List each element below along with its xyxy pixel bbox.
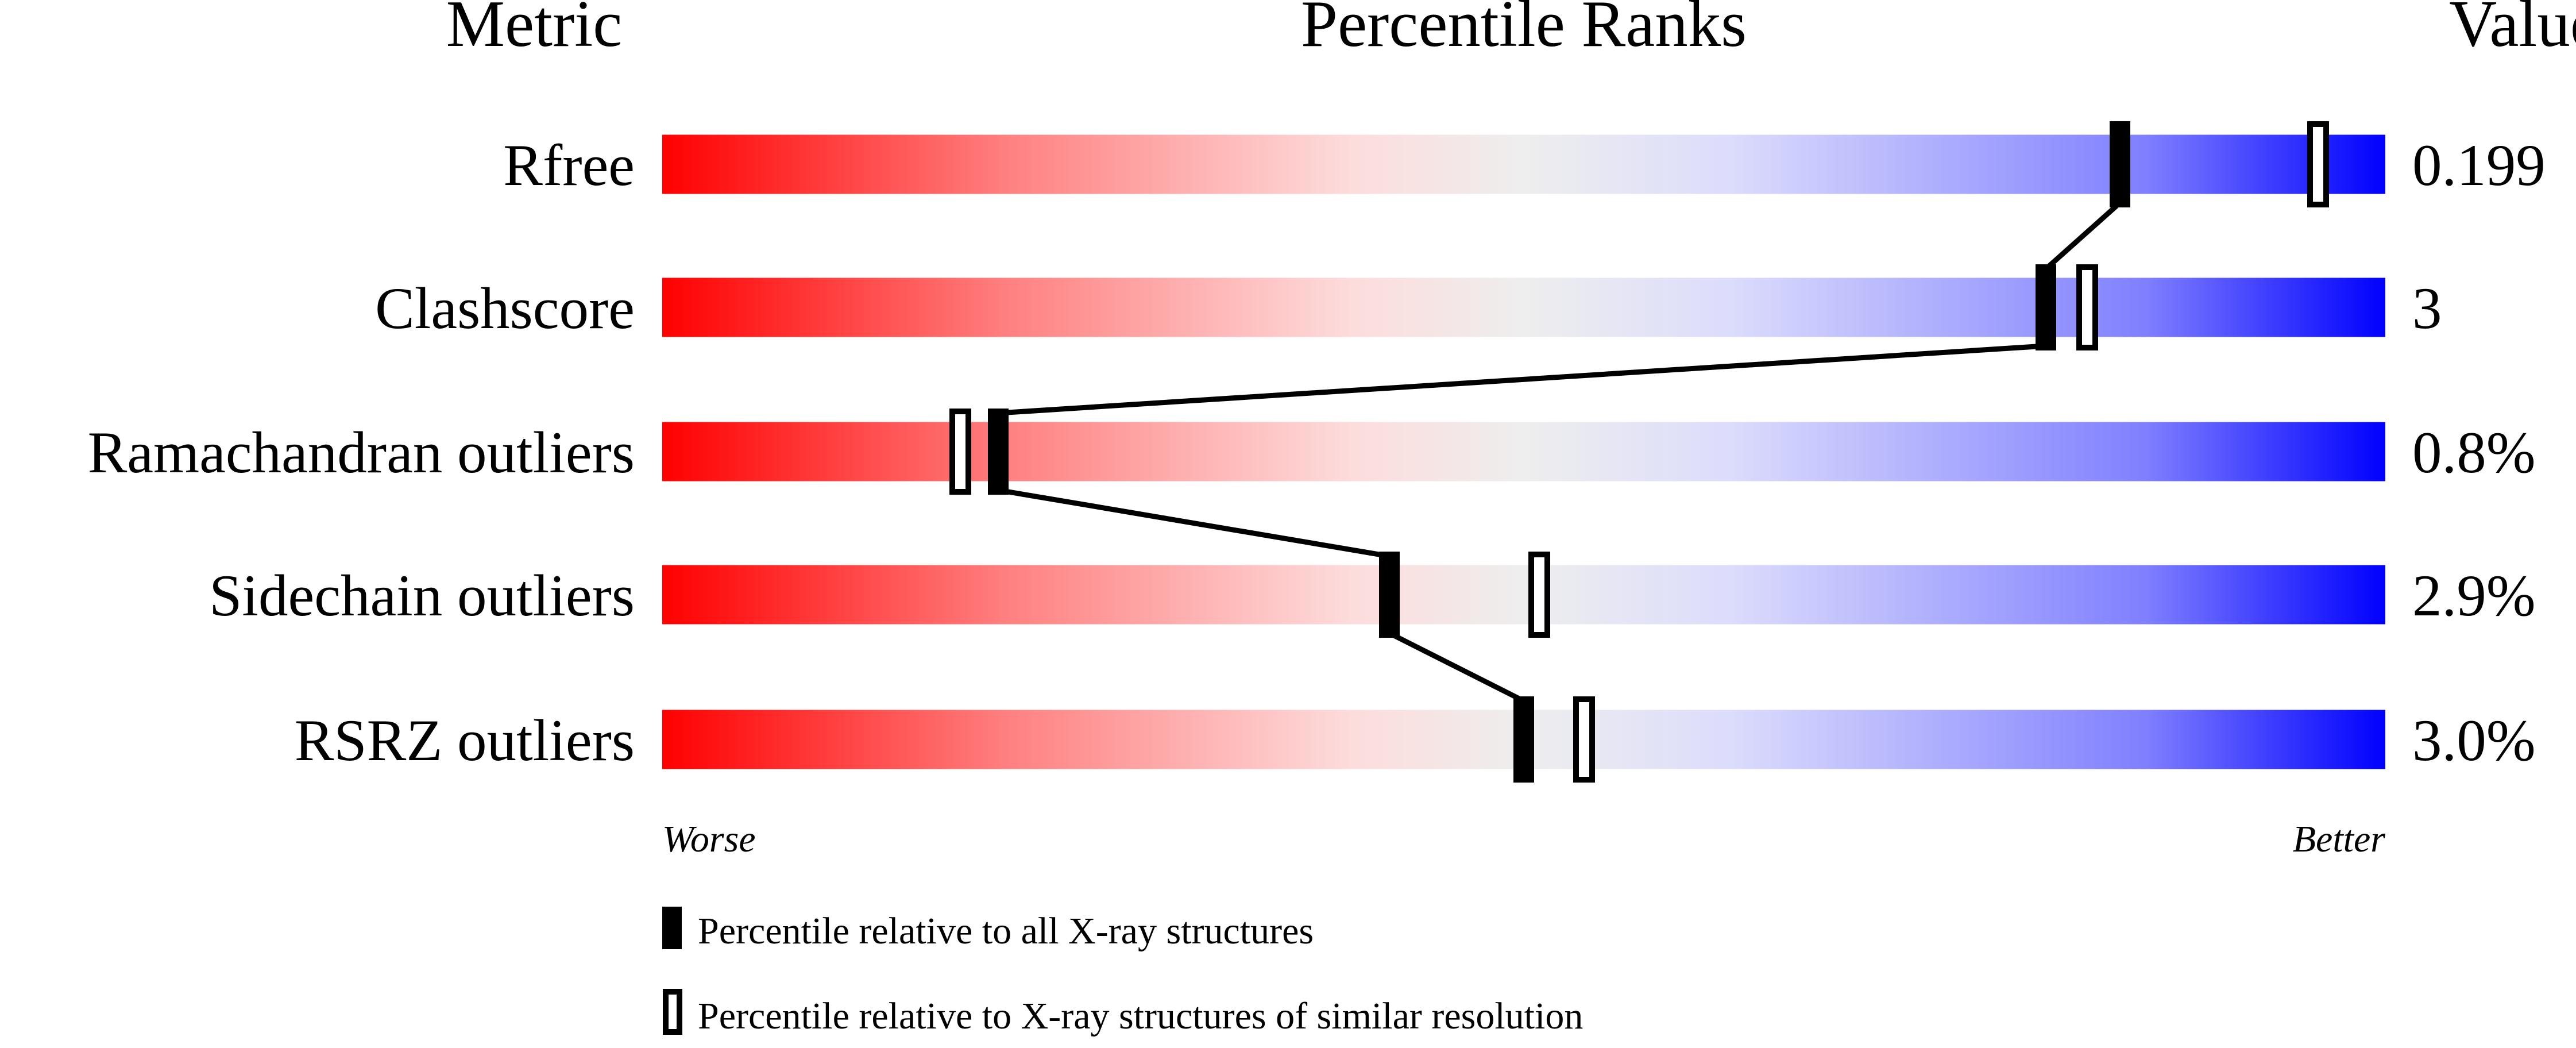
metric-label: RSRZ outliers bbox=[295, 708, 635, 773]
marker-all-structures bbox=[1379, 552, 1400, 638]
percentile-bar bbox=[662, 422, 2385, 481]
marker-similar-resolution bbox=[949, 409, 971, 495]
metric-value: 3 bbox=[2412, 276, 2442, 341]
marker-all-structures bbox=[2110, 121, 2130, 207]
marker-all-structures bbox=[2036, 264, 2056, 350]
percentile-bar bbox=[662, 134, 2385, 194]
metric-label: Rfree bbox=[503, 133, 635, 198]
legend-open-marker bbox=[663, 989, 682, 1035]
metric-label: Clashscore bbox=[375, 276, 635, 341]
legend-open-label: Percentile relative to X-ray structures … bbox=[698, 995, 1583, 1037]
marker-similar-resolution bbox=[1573, 696, 1595, 783]
marker-all-structures bbox=[988, 409, 1009, 495]
marker-similar-resolution bbox=[2307, 121, 2329, 207]
axis-label-better: Better bbox=[2293, 818, 2386, 860]
header-percentile-ranks: Percentile Ranks bbox=[1301, 0, 1747, 60]
metric-value: 0.199 bbox=[2412, 133, 2546, 198]
percentile-bar bbox=[662, 278, 2385, 337]
legend-filled-marker bbox=[662, 907, 682, 949]
connector-line bbox=[998, 343, 2046, 416]
metric-value: 3.0% bbox=[2412, 708, 2536, 773]
marker-all-structures bbox=[1513, 696, 1534, 783]
axis-label-worse: Worse bbox=[662, 818, 756, 860]
metric-label: Ramachandran outliers bbox=[88, 420, 635, 486]
connector-line bbox=[998, 487, 1390, 559]
connector-line bbox=[2044, 201, 2122, 271]
percentile-bar bbox=[662, 565, 2385, 625]
marker-similar-resolution bbox=[1528, 552, 1550, 638]
metric-value: 0.8% bbox=[2412, 420, 2536, 486]
metric-value: 2.9% bbox=[2412, 563, 2536, 629]
header-metric: Metric bbox=[446, 0, 623, 60]
metric-label: Sidechain outliers bbox=[209, 563, 635, 629]
legend-filled-label: Percentile relative to all X-ray structu… bbox=[698, 910, 1314, 952]
connector-line bbox=[1388, 630, 1525, 704]
header-value: Value bbox=[2449, 0, 2576, 60]
marker-similar-resolution bbox=[2076, 264, 2098, 350]
